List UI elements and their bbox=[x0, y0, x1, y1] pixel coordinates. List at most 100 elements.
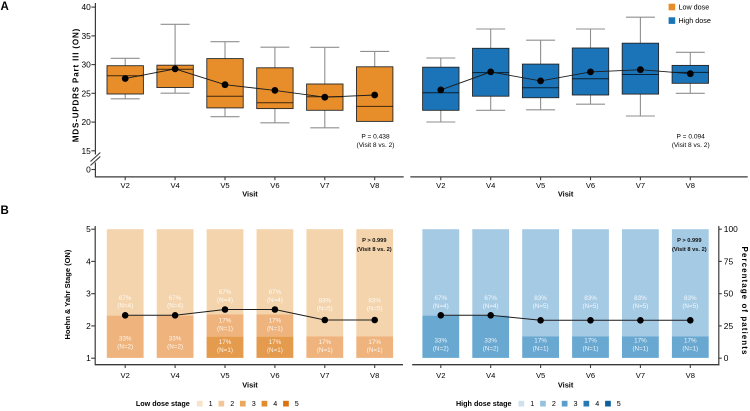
svg-text:3: 3 bbox=[574, 399, 578, 408]
svg-text:(N=1): (N=1) bbox=[367, 347, 383, 354]
svg-text:(N=1): (N=1) bbox=[267, 325, 283, 332]
svg-text:83%: 83% bbox=[368, 298, 381, 305]
svg-text:V4: V4 bbox=[170, 371, 179, 380]
svg-text:V2: V2 bbox=[121, 371, 130, 380]
svg-text:40: 40 bbox=[81, 2, 91, 12]
svg-text:5: 5 bbox=[295, 399, 299, 408]
svg-text:V6: V6 bbox=[586, 181, 595, 190]
svg-text:(N=2): (N=2) bbox=[167, 344, 183, 351]
svg-text:V6: V6 bbox=[586, 371, 595, 380]
svg-text:2: 2 bbox=[552, 399, 556, 408]
svg-text:(N=4): (N=4) bbox=[117, 303, 133, 310]
svg-text:33%: 33% bbox=[434, 337, 447, 344]
svg-text:Visit: Visit bbox=[558, 380, 574, 389]
svg-text:V5: V5 bbox=[536, 181, 545, 190]
svg-text:83%: 83% bbox=[534, 295, 547, 302]
svg-text:(Visit 8 vs. 2): (Visit 8 vs. 2) bbox=[357, 142, 395, 149]
svg-text:(N=4): (N=4) bbox=[267, 297, 283, 304]
svg-text:V5: V5 bbox=[220, 371, 229, 380]
svg-text:V2: V2 bbox=[436, 181, 445, 190]
svg-text:Visit: Visit bbox=[242, 190, 258, 199]
svg-text:4: 4 bbox=[273, 399, 277, 408]
svg-text:67%: 67% bbox=[119, 295, 132, 302]
svg-text:67%: 67% bbox=[269, 289, 282, 296]
svg-text:(N=4): (N=4) bbox=[167, 303, 183, 310]
svg-text:83%: 83% bbox=[584, 295, 597, 302]
svg-text:V8: V8 bbox=[370, 371, 379, 380]
svg-text:P > 0.999: P > 0.999 bbox=[362, 238, 386, 244]
svg-text:V6: V6 bbox=[270, 371, 279, 380]
svg-text:1: 1 bbox=[209, 399, 213, 408]
svg-text:Hoehn & Yahr Stage (ON): Hoehn & Yahr Stage (ON) bbox=[63, 249, 72, 339]
svg-text:33%: 33% bbox=[169, 336, 182, 343]
svg-text:V6: V6 bbox=[270, 181, 279, 190]
svg-text:Low dose: Low dose bbox=[679, 3, 710, 12]
svg-text:25: 25 bbox=[724, 321, 734, 331]
svg-text:(N=5): (N=5) bbox=[317, 306, 333, 313]
svg-text:67%: 67% bbox=[219, 289, 232, 296]
svg-text:(Visit 8 vs. 2): (Visit 8 vs. 2) bbox=[357, 247, 392, 253]
svg-text:83%: 83% bbox=[634, 295, 647, 302]
svg-text:33%: 33% bbox=[119, 336, 132, 343]
svg-text:20: 20 bbox=[81, 117, 91, 127]
svg-text:35: 35 bbox=[81, 31, 91, 41]
svg-text:V7: V7 bbox=[636, 181, 645, 190]
svg-text:(N=1): (N=1) bbox=[217, 347, 233, 354]
svg-text:V7: V7 bbox=[320, 181, 329, 190]
svg-text:(N=5): (N=5) bbox=[583, 303, 599, 310]
svg-text:83%: 83% bbox=[684, 295, 697, 302]
svg-text:P = 0.094: P = 0.094 bbox=[677, 133, 706, 140]
svg-text:67%: 67% bbox=[169, 295, 182, 302]
svg-text:V4: V4 bbox=[486, 181, 495, 190]
svg-text:17%: 17% bbox=[368, 339, 381, 346]
svg-text:(N=4): (N=4) bbox=[217, 297, 233, 304]
svg-text:V2: V2 bbox=[121, 181, 130, 190]
svg-text:17%: 17% bbox=[219, 317, 232, 324]
svg-text:83%: 83% bbox=[318, 298, 331, 305]
svg-text:(N=5): (N=5) bbox=[632, 303, 648, 310]
svg-text:V8: V8 bbox=[686, 181, 695, 190]
svg-text:5: 5 bbox=[86, 224, 91, 234]
svg-text:17%: 17% bbox=[269, 339, 282, 346]
svg-text:Visit: Visit bbox=[558, 190, 574, 199]
svg-text:V7: V7 bbox=[636, 371, 645, 380]
svg-text:(N=5): (N=5) bbox=[367, 306, 383, 313]
svg-text:(N=2): (N=2) bbox=[117, 344, 133, 351]
svg-text:30: 30 bbox=[81, 60, 91, 70]
svg-text:High dose: High dose bbox=[679, 16, 711, 25]
svg-text:(N=1): (N=1) bbox=[682, 345, 698, 352]
svg-text:0: 0 bbox=[724, 353, 729, 363]
svg-text:2: 2 bbox=[86, 321, 91, 331]
svg-text:V2: V2 bbox=[436, 371, 445, 380]
svg-text:2: 2 bbox=[230, 399, 234, 408]
svg-text:(N=1): (N=1) bbox=[583, 345, 599, 352]
svg-text:(N=1): (N=1) bbox=[217, 325, 233, 332]
svg-text:75: 75 bbox=[724, 256, 734, 266]
svg-text:Visit: Visit bbox=[242, 380, 258, 389]
svg-text:5: 5 bbox=[617, 399, 621, 408]
svg-text:17%: 17% bbox=[584, 337, 597, 344]
svg-text:1: 1 bbox=[530, 399, 534, 408]
svg-text:V5: V5 bbox=[536, 371, 545, 380]
svg-text:(N=1): (N=1) bbox=[632, 345, 648, 352]
svg-text:A: A bbox=[1, 1, 9, 13]
svg-text:V5: V5 bbox=[220, 181, 229, 190]
svg-text:100: 100 bbox=[724, 224, 738, 234]
svg-text:High dose stage: High dose stage bbox=[456, 399, 512, 408]
svg-text:V8: V8 bbox=[370, 181, 379, 190]
svg-text:17%: 17% bbox=[534, 337, 547, 344]
svg-text:(N=4): (N=4) bbox=[433, 303, 449, 310]
svg-text:17%: 17% bbox=[318, 339, 331, 346]
svg-text:(N=1): (N=1) bbox=[317, 347, 333, 354]
svg-text:Low dose stage: Low dose stage bbox=[136, 399, 190, 408]
svg-text:(N=1): (N=1) bbox=[533, 345, 549, 352]
svg-text:(N=5): (N=5) bbox=[682, 303, 698, 310]
svg-text:P > 0.999: P > 0.999 bbox=[677, 238, 701, 244]
svg-text:(N=4): (N=4) bbox=[483, 303, 499, 310]
svg-text:(Visit 8 vs. 2): (Visit 8 vs. 2) bbox=[672, 142, 710, 149]
svg-text:0: 0 bbox=[86, 165, 91, 175]
svg-text:B: B bbox=[1, 205, 9, 217]
svg-text:15: 15 bbox=[81, 146, 91, 156]
svg-text:MDS-UPDRS Part III (ON): MDS-UPDRS Part III (ON) bbox=[72, 28, 81, 142]
svg-text:Percentage of patients: Percentage of patients bbox=[740, 247, 749, 356]
